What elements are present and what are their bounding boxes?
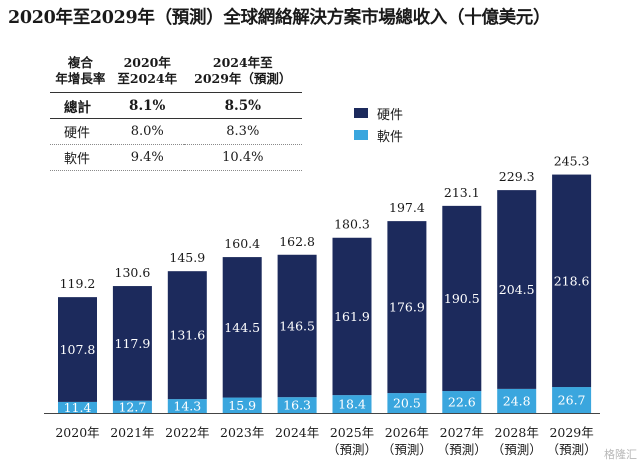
bar-software [112,400,152,413]
cagr-header-2020-2024-line2: 至2024年 [117,71,178,86]
data-label-hardware: 161.9 [334,309,370,324]
legend-swatch-software [354,130,368,140]
data-label-software: 26.7 [558,393,586,408]
bar-hardware [112,286,152,401]
x-tick-label: （預測） [547,442,597,457]
bar-software [552,387,592,413]
cagr-row-software: 軟件 9.4% 10.4% [50,144,302,171]
cagr-header-2024-2029: 2024年至 2029年（預測） [183,52,302,93]
data-label-software: 20.5 [393,396,421,411]
x-tick-label: 2024年 [275,425,319,440]
cagr-header-2020-2024: 2020年 至2024年 [110,52,184,93]
x-tick-label: 2027年 [440,425,484,440]
data-label-total: 160.4 [224,236,260,251]
data-label-hardware: 117.9 [115,336,151,351]
x-tick-label: （預測） [327,442,377,457]
data-label-hardware: 131.6 [169,328,205,343]
x-tick-label: （預測） [382,442,432,457]
chart-title: 2020年至2029年（預測）全球網絡解決方案市場總收入（十億美元） [8,8,551,28]
legend-label-software: 軟件 [377,129,404,145]
x-tick-label: 2020年 [55,425,99,440]
cagr-value-2024-2029: 10.4% [183,144,302,171]
cagr-value-2024-2029: 8.5% [183,92,302,119]
chart-legend: 硬件 軟件 [354,102,403,146]
cagr-value-2020-2024: 8.0% [110,118,184,145]
legend-label-hardware: 硬件 [377,107,404,123]
data-label-hardware: 107.8 [60,342,96,357]
cagr-header-2020-2024-line1: 2020年 [123,55,171,70]
data-label-total: 197.4 [389,200,425,215]
x-tick-label: 2022年 [165,425,209,440]
data-label-hardware: 218.6 [554,273,590,288]
legend-item-hardware: 硬件 [354,102,403,124]
bar-hardware [442,205,482,392]
bar-hardware [277,254,317,398]
bar-software [497,388,537,413]
data-label-hardware: 176.9 [389,300,425,315]
cagr-row-label: 軟件 [50,144,111,171]
data-label-hardware: 146.5 [279,318,315,333]
data-label-total: 119.2 [60,276,96,291]
cagr-table: 複合 年增長率 2020年 至2024年 2024年至 2029年（預測） 總計… [50,52,302,171]
legend-swatch-hardware [354,108,368,118]
cagr-value-2020-2024: 9.4% [110,144,184,171]
x-tick-label: 2026年 [385,425,429,440]
bar-hardware [387,221,427,394]
bar-software [222,397,262,413]
bar-hardware [58,297,97,402]
x-tick-label: 2029年 [549,425,593,440]
cagr-value-2024-2029: 8.3% [183,118,302,145]
data-label-software: 24.8 [503,393,531,408]
cagr-header-2024-2029-line2: 2029年（預測） [194,71,292,86]
cagr-row-total: 總計 8.1% 8.5% [50,92,302,119]
x-tick-label: 2021年 [110,425,154,440]
data-label-hardware: 190.5 [444,291,480,306]
cagr-header-label-line2: 年增長率 [55,71,106,86]
data-label-software: 11.4 [64,400,92,415]
cagr-header-2024-2029-line1: 2024年至 [212,55,273,70]
cagr-row-label: 總計 [50,92,111,119]
cagr-header-label-line1: 複合 [67,55,93,70]
data-label-total: 180.3 [334,217,370,232]
x-tick-label: （預測） [492,442,542,457]
data-label-total: 145.9 [169,250,205,265]
bar-software [58,401,97,413]
data-label-software: 18.4 [338,397,366,412]
watermark-logo: 格隆汇 [604,448,637,461]
data-label-total: 229.3 [499,169,535,184]
cagr-row-label: 硬件 [50,118,111,145]
data-label-hardware: 144.5 [224,320,260,335]
cagr-header-label: 複合 年增長率 [50,52,111,93]
data-label-software: 12.7 [118,399,146,414]
x-tick-label: 2025年 [330,425,374,440]
cagr-header-row: 複合 年增長率 2020年 至2024年 2024年至 2029年（預測） [50,52,302,93]
bar-software [277,397,317,413]
x-tick-label: （預測） [437,442,487,457]
x-tick-label: 2028年 [495,425,539,440]
bar-software [332,395,372,413]
data-label-total: 162.8 [279,234,315,249]
x-tick-label: 2023年 [220,425,264,440]
bar-hardware [497,190,537,389]
cagr-value-2020-2024: 8.1% [110,92,184,119]
data-label-hardware: 204.5 [499,282,535,297]
data-label-total: 130.6 [115,265,151,280]
data-label-software: 15.9 [228,398,256,413]
bar-hardware [552,174,592,388]
bar-software [167,399,207,413]
data-label-total: 213.1 [444,185,480,200]
bar-hardware [222,257,262,398]
cagr-row-hardware: 硬件 8.0% 8.3% [50,118,302,145]
data-label-software: 14.3 [173,399,201,414]
data-label-total: 245.3 [554,154,590,169]
bar-hardware [167,271,207,400]
legend-item-software: 軟件 [354,124,403,146]
bar-hardware [332,237,372,396]
data-label-software: 22.6 [448,395,476,410]
data-label-software: 16.3 [283,398,311,413]
bar-software [387,393,427,413]
bar-software [442,391,482,413]
